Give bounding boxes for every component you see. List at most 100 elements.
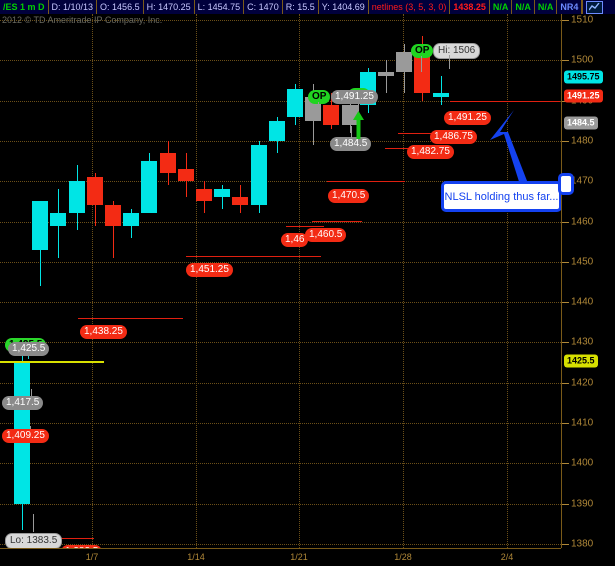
price-axis-label: 1420	[571, 377, 594, 389]
candle-wick	[113, 201, 114, 258]
leader-line	[421, 56, 422, 72]
value-tag-1491: 1,491.25	[331, 90, 378, 104]
gridline-h	[0, 342, 561, 344]
price-axis[interactable]: 1510150014901480147014601450144014301420…	[558, 14, 615, 550]
chart-settings-cell[interactable]	[582, 0, 606, 14]
gridline-h	[0, 544, 561, 545]
high-tag: Hi: 1506	[433, 43, 481, 59]
up-arrow-icon	[353, 111, 364, 139]
netline	[398, 133, 458, 134]
price-tick	[562, 503, 569, 505]
pivot-tag-1417: 1,417.5	[2, 396, 44, 410]
value-tag-1484: 1,484.5	[330, 137, 372, 151]
study-value-1: 1438.25	[450, 0, 490, 14]
netline	[450, 101, 560, 102]
candle-wick	[222, 185, 224, 210]
quote-info-bar: /ES 1 m D D: 1/10/13 O: 1456.5 H: 1470.2…	[0, 0, 615, 14]
netline-tag-1486: 1,486.75	[430, 130, 477, 144]
candle-body	[396, 52, 413, 73]
study-value-nr4: NR4	[557, 0, 583, 14]
gridline-h	[0, 503, 561, 505]
op-marker-3: OP	[411, 44, 434, 58]
leader-line	[33, 514, 34, 532]
study-value-4: N/A	[535, 0, 558, 14]
op-marker-1: OP	[308, 90, 331, 104]
callout-text: NLSL holding thus far...	[444, 190, 559, 203]
time-axis-label: 1/21	[290, 552, 308, 562]
netline	[327, 181, 405, 182]
price-tick	[562, 342, 569, 344]
price-axis-label: 1510	[571, 14, 594, 26]
price-axis-label: 1500	[571, 54, 594, 66]
price-axis-label: 1440	[571, 296, 594, 308]
field-high: H: 1470.25	[144, 0, 195, 14]
netline	[286, 226, 324, 227]
field-date: D: 1/10/13	[49, 0, 98, 14]
price-axis-label: 1410	[571, 417, 594, 429]
time-axis-label: 1/14	[187, 552, 205, 562]
price-tick	[562, 382, 569, 384]
candle-body	[105, 205, 121, 226]
candle-body	[86, 177, 103, 206]
candle-wick	[440, 76, 442, 105]
netline-tag-1491: 1,491.25	[444, 111, 491, 125]
pivot-tag-1425-occluded: 1,425.5	[8, 342, 50, 356]
netline	[312, 221, 362, 222]
time-axis: 1/7 1/14 1/21 1/28 2/4	[0, 548, 561, 566]
candle-body	[287, 88, 303, 117]
gridline-h	[0, 181, 561, 183]
zigzag-chart-icon[interactable]	[585, 0, 603, 14]
price-tick	[562, 60, 569, 62]
price-tick	[562, 544, 569, 545]
netline-tag-1438: 1,438.25	[80, 325, 127, 339]
gridline-h	[0, 140, 561, 142]
candle-wick	[386, 60, 387, 93]
candle-body	[196, 189, 212, 202]
low-tag: Lo: 1383.5	[5, 533, 63, 548]
price-axis-marker: 1484.5	[564, 116, 598, 130]
field-yesterday: Y: 1404.69	[319, 0, 369, 14]
candle-body	[432, 92, 449, 97]
price-axis-label: 1470	[571, 175, 594, 187]
study-netlines-label[interactable]: netlines (3, 5, 3, 0)	[369, 0, 451, 14]
candle-body	[250, 144, 267, 206]
gridline-v	[196, 14, 197, 548]
pivot-tag-1409: 1,409.25	[2, 429, 49, 443]
current-price-marker	[558, 173, 574, 196]
netline-tag-1482: 1,482.75	[407, 145, 454, 159]
time-axis-label: 1/7	[85, 552, 99, 562]
callout-note[interactable]: NLSL holding thus far...	[441, 181, 561, 212]
price-axis-label: 1450	[571, 256, 594, 268]
leader-line	[318, 102, 319, 120]
symbol-field[interactable]: /ES 1 m D	[0, 0, 49, 14]
netline-tag-1383: 1,383.5	[61, 545, 103, 548]
candle-body	[50, 213, 67, 226]
gridline-h	[0, 20, 561, 21]
candle-body	[323, 104, 340, 125]
time-axis-label: 1/28	[394, 552, 412, 562]
netline-tag-1460-occluded: 1,46	[281, 233, 309, 247]
candle-body	[268, 120, 285, 141]
netline	[186, 256, 321, 257]
chart-plot-area[interactable]: 1,425.5 1,383.5 1,438.25 1,451.25 1,461,460.…	[0, 14, 561, 548]
price-tick	[562, 261, 569, 263]
field-close: C: 1470	[244, 0, 283, 14]
field-open: O: 1456.5	[97, 0, 144, 14]
candle-body	[68, 181, 85, 214]
candle-body	[159, 153, 176, 174]
candle-body	[177, 169, 194, 182]
gridline-h	[0, 302, 561, 304]
price-axis-marker: 1491.25	[564, 89, 603, 103]
netline-tag-1460: 1,460.5	[305, 228, 347, 242]
gridline-h	[0, 382, 561, 384]
gridline-h	[0, 463, 561, 465]
price-tick	[562, 463, 569, 465]
study-value-3: N/A	[512, 0, 535, 14]
study-value-2: N/A	[490, 0, 513, 14]
price-axis-label: 1380	[571, 538, 594, 550]
copyright-text: 2012 © TD Ameritrade IP Company, Inc.	[2, 15, 163, 25]
candle-body	[378, 72, 394, 77]
field-low: L: 1454.75	[195, 0, 245, 14]
price-tick	[562, 221, 569, 223]
